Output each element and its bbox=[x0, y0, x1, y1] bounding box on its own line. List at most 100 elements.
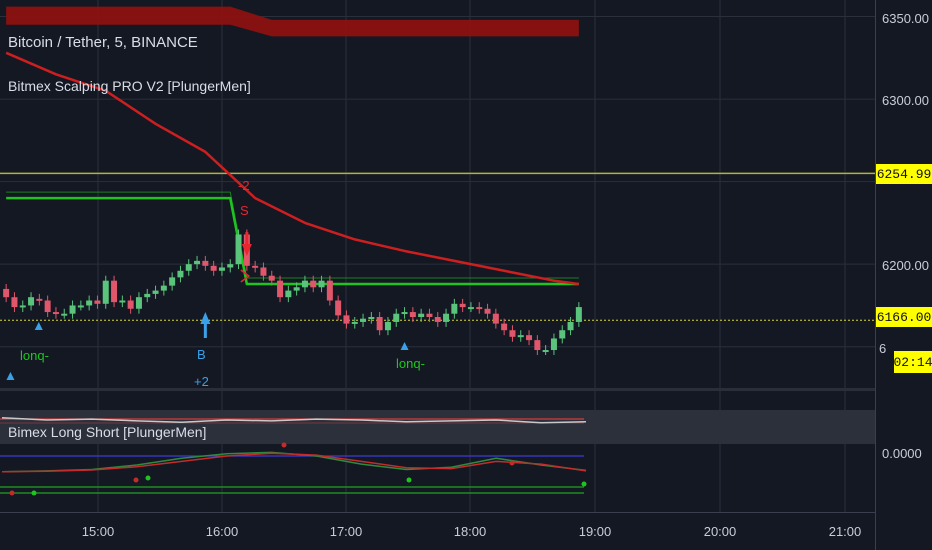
bar-countdown-tag: 02:14 bbox=[894, 351, 932, 373]
candle-body-39 bbox=[326, 280, 333, 301]
candle-body-35 bbox=[293, 287, 300, 291]
candle-body-20 bbox=[169, 277, 176, 286]
candle-body-15 bbox=[127, 300, 134, 309]
candle-body-31 bbox=[260, 267, 267, 276]
resistance-band bbox=[6, 6, 579, 37]
candle-body-69 bbox=[575, 307, 582, 322]
buy-signal-count: +2 bbox=[194, 374, 209, 389]
candle-body-54 bbox=[451, 303, 458, 314]
sell-cross-marker bbox=[240, 269, 251, 283]
oscillator-white-line bbox=[1, 417, 587, 424]
buy-arrow-head bbox=[200, 312, 211, 324]
candle-body-4 bbox=[36, 298, 43, 301]
candle-body-24 bbox=[202, 260, 209, 266]
candle-body-61 bbox=[509, 330, 516, 337]
oscillator-red-line bbox=[1, 452, 587, 473]
oscillator-dot-3 bbox=[145, 475, 151, 481]
candle-body-56 bbox=[467, 307, 474, 310]
indicator-title[interactable]: Bitmex Scalping PRO V2 [PlungerMen] bbox=[8, 78, 251, 94]
price-tick-6350: 6350.00 bbox=[882, 11, 929, 26]
time-tick-1500: 15:00 bbox=[81, 524, 115, 539]
candle-body-63 bbox=[526, 335, 533, 341]
candle-body-66 bbox=[550, 338, 557, 351]
time-tick-2000: 20:00 bbox=[703, 524, 737, 539]
candle-body-18 bbox=[152, 290, 159, 294]
candle-body-17 bbox=[144, 293, 151, 298]
candle-body-45 bbox=[376, 317, 383, 331]
candle-body-26 bbox=[218, 267, 225, 271]
candle-body-34 bbox=[285, 290, 292, 298]
candle-body-25 bbox=[210, 265, 217, 271]
candle-body-22 bbox=[185, 264, 192, 271]
candle-body-65 bbox=[542, 350, 549, 353]
oscillator-dot-0 bbox=[9, 490, 15, 496]
candle-body-27 bbox=[227, 264, 234, 268]
long-marker-1 bbox=[6, 372, 15, 380]
candle-body-67 bbox=[559, 330, 566, 339]
candle-body-8 bbox=[69, 305, 76, 314]
candle-body-55 bbox=[459, 303, 466, 308]
support-line-upper bbox=[6, 191, 579, 279]
candle-body-32 bbox=[268, 275, 275, 281]
time-tick-1700: 17:00 bbox=[329, 524, 363, 539]
candle-body-6 bbox=[52, 312, 59, 315]
sell-arrow-shaft bbox=[245, 232, 249, 244]
candle-body-21 bbox=[177, 270, 184, 278]
candle-body-37 bbox=[310, 280, 317, 288]
support-line bbox=[6, 196, 579, 286]
moving-average-line bbox=[5, 51, 580, 286]
candle-body-38 bbox=[318, 280, 325, 288]
buy-signal-label: B bbox=[197, 347, 206, 362]
candle-body-57 bbox=[476, 307, 483, 310]
price-tick-6300: 6300.00 bbox=[882, 93, 929, 108]
long-marker-0 bbox=[34, 322, 43, 330]
oscillator-dot-7 bbox=[581, 481, 587, 487]
time-tick-2100: 21:00 bbox=[828, 524, 862, 539]
oscillator-dot-6 bbox=[509, 460, 515, 466]
candle-body-60 bbox=[501, 323, 508, 331]
candle-body-43 bbox=[360, 318, 367, 322]
long-signal-label-2: lonq- bbox=[396, 356, 425, 371]
candle-body-58 bbox=[484, 308, 491, 314]
candle-body-46 bbox=[384, 321, 391, 331]
oscillator-dot-5 bbox=[406, 477, 412, 483]
time-tick-1900: 19:00 bbox=[578, 524, 612, 539]
time-tick-1600: 16:00 bbox=[205, 524, 239, 539]
oscillator-dot-4 bbox=[281, 442, 287, 448]
candle-body-42 bbox=[351, 321, 358, 324]
candle-body-30 bbox=[252, 265, 259, 268]
sell-signal-label: S bbox=[240, 203, 249, 218]
candle-body-23 bbox=[194, 260, 201, 265]
candle-body-59 bbox=[492, 313, 499, 324]
candle-body-28 bbox=[235, 234, 242, 265]
price-tick-partial: 6 bbox=[879, 341, 887, 356]
symbol-title[interactable]: Bitcoin / Tether, 5, BINANCE bbox=[8, 34, 198, 51]
candle-body-16 bbox=[135, 297, 142, 309]
candle-body-3 bbox=[28, 297, 35, 306]
candle-body-44 bbox=[368, 317, 375, 320]
sell-signal-count: -2 bbox=[238, 178, 250, 193]
subpane-title[interactable]: Bimex Long Short [PlungerMen] bbox=[8, 424, 207, 440]
candle-body-53 bbox=[443, 313, 450, 322]
oscillator-dot-2 bbox=[133, 477, 139, 483]
buy-arrow-shaft bbox=[203, 324, 207, 338]
candle-body-48 bbox=[401, 312, 408, 315]
oscillator-shade bbox=[0, 410, 875, 444]
candle-body-0 bbox=[3, 288, 10, 298]
candle-body-62 bbox=[517, 335, 524, 338]
candle-body-40 bbox=[335, 300, 342, 316]
candle-body-12 bbox=[102, 280, 109, 304]
oscillator-zero-tick: 0.0000 bbox=[882, 446, 922, 461]
candle-body-52 bbox=[434, 317, 441, 322]
long-signal-label-1: lonq- bbox=[20, 348, 49, 363]
candle-body-2 bbox=[19, 305, 26, 308]
sell-arrow-head bbox=[241, 244, 252, 256]
candle-body-50 bbox=[418, 313, 425, 318]
candle-body-13 bbox=[111, 280, 118, 303]
candle-body-14 bbox=[119, 300, 126, 303]
price-tick-6200: 6200.00 bbox=[882, 258, 929, 273]
pane-separator bbox=[0, 388, 875, 391]
candle-body-10 bbox=[86, 300, 93, 306]
